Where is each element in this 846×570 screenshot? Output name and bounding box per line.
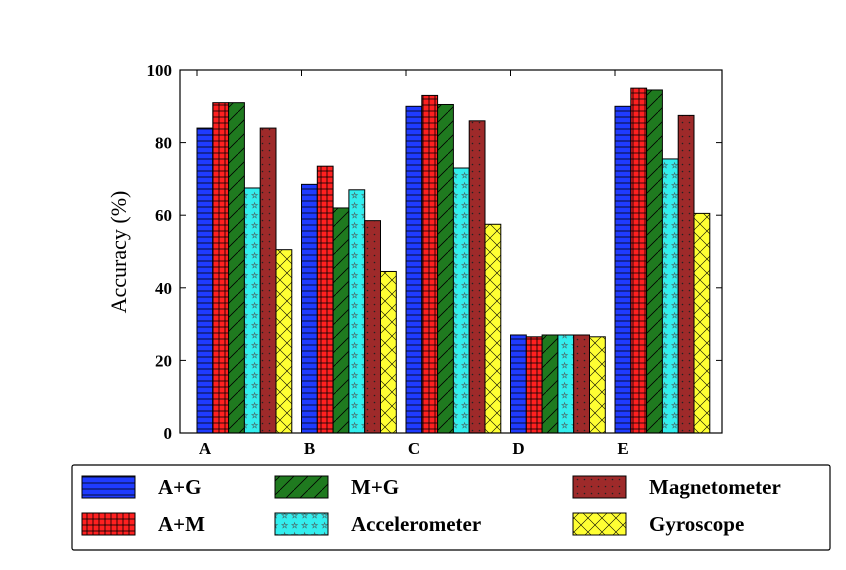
legend-swatch [81, 475, 136, 499]
bar-c-a-g [405, 105, 423, 434]
x-tick-label: A [199, 439, 212, 458]
bar-e-m-g [646, 89, 663, 434]
legend-label: Gyroscope [649, 512, 744, 536]
bar-e-accelerometer [661, 158, 679, 434]
legend-swatch [274, 512, 329, 536]
bar-b-a-g [301, 183, 318, 434]
x-tick-label: D [512, 439, 524, 458]
y-tick-label: 100 [147, 61, 173, 80]
y-axis: 0 20 40 60 80 100 [147, 61, 722, 443]
bar-b-accelerometer [348, 189, 366, 434]
legend-swatch [81, 512, 136, 536]
legend-swatch [572, 512, 627, 536]
bar-b-magnetometer [364, 220, 382, 434]
bar-c-magnetometer [468, 120, 486, 434]
y-tick-label: 60 [155, 206, 172, 225]
legend-swatch [572, 475, 627, 499]
bar-d-m-g [541, 334, 559, 434]
legend-label: Accelerometer [351, 512, 481, 536]
bar-d-magnetometer [573, 334, 591, 434]
x-tick-label: E [617, 439, 628, 458]
y-tick-label: 0 [164, 424, 173, 443]
y-tick-label: 20 [155, 351, 172, 370]
plot-frame [179, 69, 723, 434]
y-tick-label: 80 [155, 134, 172, 153]
bar-e-magnetometer [677, 114, 695, 434]
bar-e-a-m [630, 87, 648, 434]
bar-b-m-g [332, 207, 350, 434]
bar-d-a-g [510, 334, 527, 434]
bars-group [196, 87, 711, 434]
x-axis: A B C D E [196, 70, 629, 458]
bar-c-a-m [421, 94, 439, 434]
legend-swatch [274, 475, 329, 499]
bar-a-magnetometer [259, 127, 277, 434]
bar-c-accelerometer [452, 167, 470, 434]
bar-c-m-g [437, 103, 454, 434]
legend-label: Magnetometer [649, 475, 781, 499]
y-axis-label: Accuracy (%) [106, 191, 131, 314]
bar-b-gyroscope [380, 270, 397, 434]
bar-a-accelerometer [243, 187, 261, 434]
bar-e-a-g [614, 105, 632, 434]
legend-box [71, 464, 831, 551]
legend-label: A+G [158, 475, 201, 499]
bar-c-gyroscope [484, 223, 502, 434]
bar-d-accelerometer [557, 334, 575, 434]
x-tick-label: B [304, 439, 315, 458]
bar-a-a-g [196, 127, 214, 434]
legend: A+G M+G Magnetometer A+M Accelerometer Gyrosc… [81, 475, 781, 536]
legend-label: M+G [351, 475, 399, 499]
y-tick-label: 40 [155, 279, 172, 298]
bar-d-gyroscope [589, 336, 606, 434]
bar-a-a-m [212, 102, 230, 434]
legend-label: A+M [158, 512, 205, 536]
bar-a-gyroscope [275, 249, 293, 434]
bar-e-gyroscope [693, 212, 711, 434]
bar-a-m-g [228, 102, 245, 434]
bar-b-a-m [316, 165, 334, 434]
x-tick-label: C [408, 439, 420, 458]
bar-d-a-m [525, 336, 543, 434]
